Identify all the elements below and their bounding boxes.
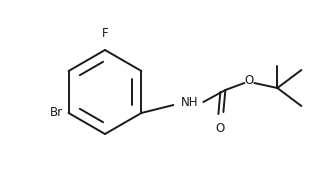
Text: O: O <box>245 74 254 87</box>
Text: O: O <box>216 122 225 135</box>
Text: F: F <box>102 27 108 40</box>
Text: Br: Br <box>50 106 63 119</box>
Text: NH: NH <box>181 96 198 109</box>
